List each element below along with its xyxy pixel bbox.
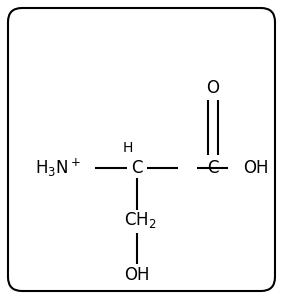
FancyBboxPatch shape <box>8 8 275 291</box>
Text: C: C <box>207 159 219 177</box>
Text: C: C <box>131 159 143 177</box>
Text: O: O <box>207 79 220 97</box>
Text: CH$_2$: CH$_2$ <box>124 210 156 230</box>
Text: OH: OH <box>243 159 269 177</box>
Text: H: H <box>123 141 133 155</box>
Text: H$_3$N$^+$: H$_3$N$^+$ <box>35 157 81 179</box>
Text: OH: OH <box>124 266 150 284</box>
